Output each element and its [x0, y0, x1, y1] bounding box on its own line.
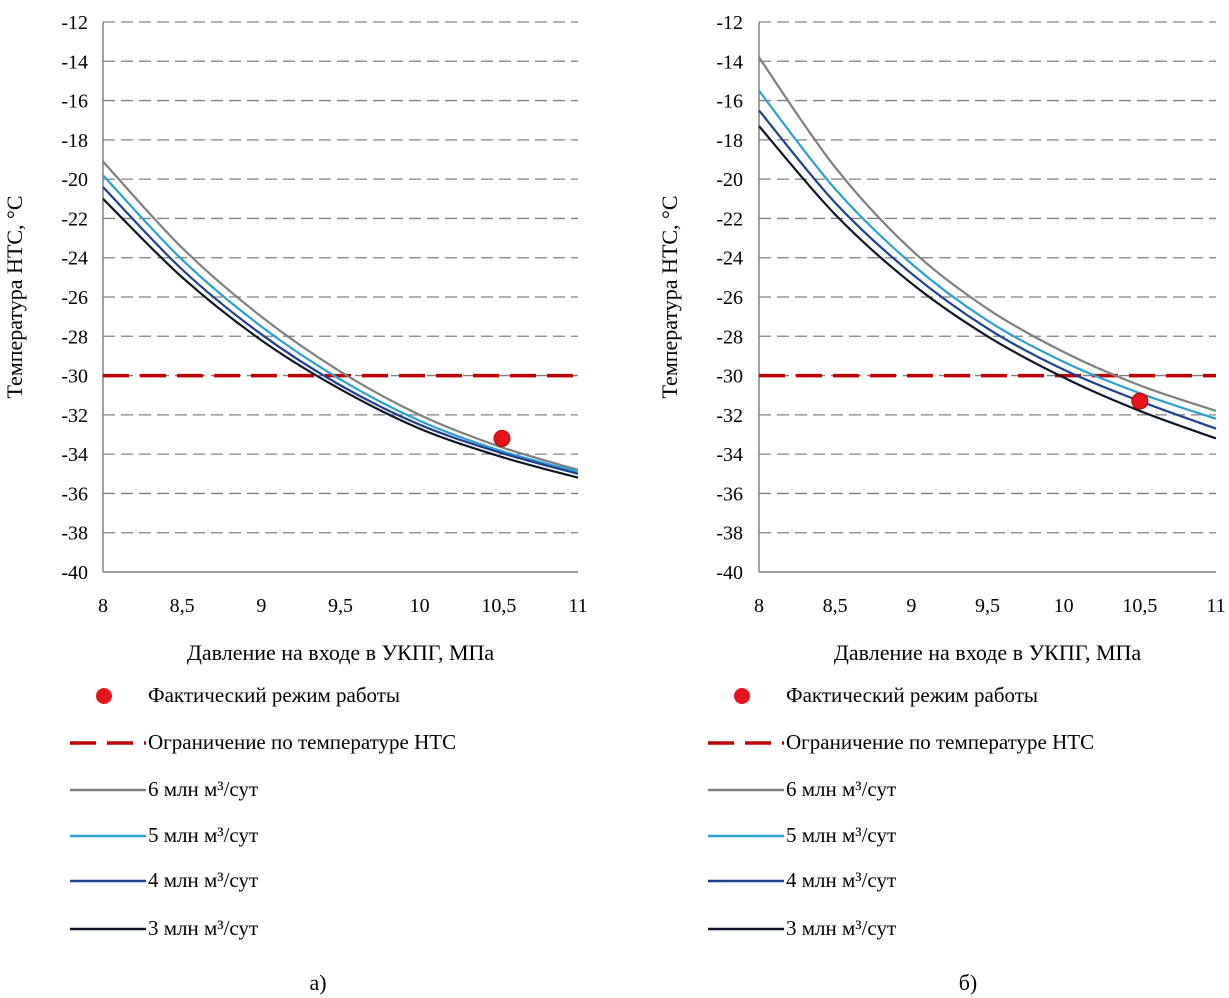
series-line-2: [102, 174, 579, 473]
y-tick-label: -24: [716, 248, 743, 270]
legend-label: Фактический режим работы: [786, 683, 1038, 707]
x-tick-label: 8: [98, 595, 108, 617]
chart-panel-1: -12 -14 -16 -18 -20 -22 -24 -26 -28 -30 -32 -34 -36 -…: [2, 12, 588, 995]
legend: Фактический режим работы Ограничение по т…: [70, 683, 456, 940]
x-tick-label: 9: [256, 595, 266, 617]
legend-label: Фактический режим работы: [148, 683, 400, 707]
legend-label: 5 млн м³/сут: [786, 823, 896, 847]
y-tick-label: -28: [716, 326, 743, 348]
y-tick-label: -14: [716, 51, 743, 73]
y-tick-label: -28: [61, 326, 88, 348]
y-tick-label: -24: [61, 248, 88, 270]
y-tick-label: -32: [716, 405, 743, 427]
actual-point-marker: [493, 429, 511, 447]
series-line-4: [758, 125, 1217, 440]
y-tick-label: -32: [61, 405, 88, 427]
panel-label: б): [959, 970, 978, 995]
x-tick-label: 9,5: [328, 595, 353, 617]
y-tick-label: -12: [716, 12, 743, 34]
y-tick-label: -18: [716, 130, 743, 152]
series-line-4: [102, 198, 579, 479]
legend-label: 5 млн м³/сут: [148, 823, 258, 847]
y-tick-label: -16: [716, 91, 743, 113]
y-tick-label: -12: [61, 12, 88, 34]
y-axis-title: Температура НТС, °С: [657, 195, 682, 398]
x-tick-label: 9,5: [975, 595, 1000, 617]
y-tick-label: -20: [716, 169, 743, 191]
x-axis-title: Давление на входе в УКПГ, МПа: [834, 640, 1142, 665]
legend-label: 3 млн м³/сут: [148, 916, 258, 940]
y-tick-label: -40: [61, 562, 88, 584]
series-line-1: [758, 56, 1217, 412]
y-tick-label: -38: [61, 523, 88, 545]
y-tick-label: -30: [716, 366, 743, 388]
chart-panel-2: -12 -14 -16 -18 -20 -22 -24 -26 -28 -30 -32 -34 -36 -…: [657, 12, 1226, 995]
x-tick-label: 10,5: [1122, 595, 1157, 617]
legend-point-marker: [734, 688, 750, 704]
legend-label: Ограничение по температуре НТС: [148, 730, 456, 754]
y-tick-label: -22: [716, 208, 743, 230]
y-tick-label: -16: [61, 91, 88, 113]
y-axis-title: Температура НТС, °С: [2, 195, 27, 398]
x-tick-label: 9: [906, 595, 916, 617]
x-tick-label: 8: [754, 595, 764, 617]
y-tick-label: -14: [61, 51, 88, 73]
series-line-1: [102, 160, 579, 471]
legend-label: 4 млн м³/сут: [148, 868, 258, 892]
y-tick-label: -38: [716, 523, 743, 545]
y-tick-label: -30: [61, 366, 88, 388]
panel-label: а): [309, 970, 326, 995]
x-axis-title: Давление на входе в УКПГ, МПа: [187, 640, 495, 665]
legend-label: 3 млн м³/сут: [786, 916, 896, 940]
y-tick-label: -22: [61, 208, 88, 230]
y-tick-label: -26: [716, 287, 743, 309]
series-line-2: [758, 90, 1217, 420]
y-tick-label: -36: [716, 483, 743, 505]
x-tick-label: 11: [1206, 595, 1225, 617]
x-tick-label: 8,5: [823, 595, 848, 617]
legend-label: Ограничение по температуре НТС: [786, 730, 1094, 754]
legend-label: 6 млн м³/сут: [786, 777, 896, 801]
y-tick-label: -40: [716, 562, 743, 584]
legend-label: 6 млн м³/сут: [148, 777, 258, 801]
y-tick-label: -34: [61, 444, 88, 466]
y-tick-label: -26: [61, 287, 88, 309]
y-tick-label: -34: [716, 444, 743, 466]
x-tick-label: 11: [568, 595, 587, 617]
x-tick-label: 10,5: [481, 595, 516, 617]
y-tick-label: -36: [61, 483, 88, 505]
legend-point-marker: [96, 688, 112, 704]
actual-point-marker: [1131, 392, 1149, 410]
series-line-3: [102, 186, 579, 475]
x-tick-label: 10: [1054, 595, 1074, 617]
legend: Фактический режим работы Ограничение по т…: [708, 683, 1094, 940]
y-tick-label: -20: [61, 169, 88, 191]
x-tick-label: 8,5: [170, 595, 195, 617]
x-tick-label: 10: [410, 595, 430, 617]
y-tick-label: -18: [61, 130, 88, 152]
legend-label: 4 млн м³/сут: [786, 868, 896, 892]
